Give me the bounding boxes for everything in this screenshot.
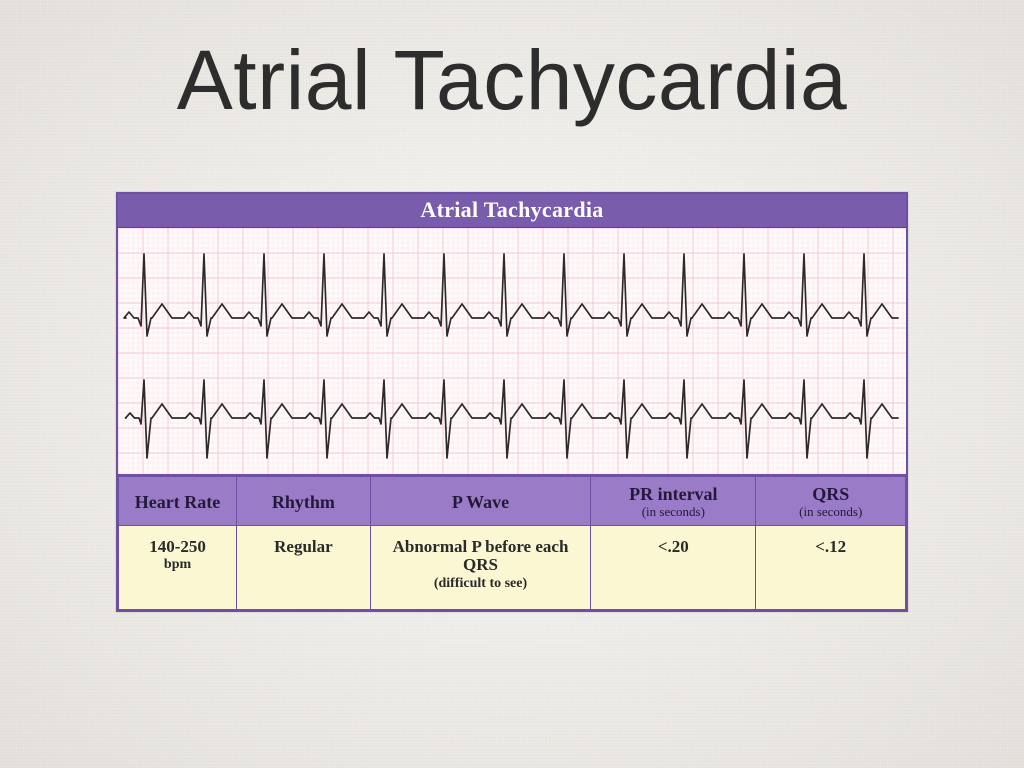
table-cell: Abnormal P before each QRS(difficult to …	[370, 525, 590, 610]
column-header: Rhythm	[237, 477, 371, 526]
column-header: QRS(in seconds)	[756, 477, 906, 526]
table-header-row: Heart RateRhythmP WavePR interval(in sec…	[119, 477, 906, 526]
column-header: Heart Rate	[119, 477, 237, 526]
ecg-card: Atrial Tachycardia Heart RateRhythmP Wav…	[116, 192, 908, 612]
table-cell: 140-250bpm	[119, 525, 237, 610]
table-cell: <.12	[756, 525, 906, 610]
slide-title: Atrial Tachycardia	[177, 36, 847, 124]
ecg-svg	[118, 228, 906, 474]
table-row: 140-250bpmRegularAbnormal P before each …	[119, 525, 906, 610]
card-header: Atrial Tachycardia	[118, 194, 906, 228]
table-cell: Regular	[237, 525, 371, 610]
ecg-strip	[118, 228, 906, 476]
column-header: PR interval(in seconds)	[591, 477, 756, 526]
table-cell: <.20	[591, 525, 756, 610]
column-header: P Wave	[370, 477, 590, 526]
ecg-properties-table: Heart RateRhythmP WavePR interval(in sec…	[118, 476, 906, 610]
